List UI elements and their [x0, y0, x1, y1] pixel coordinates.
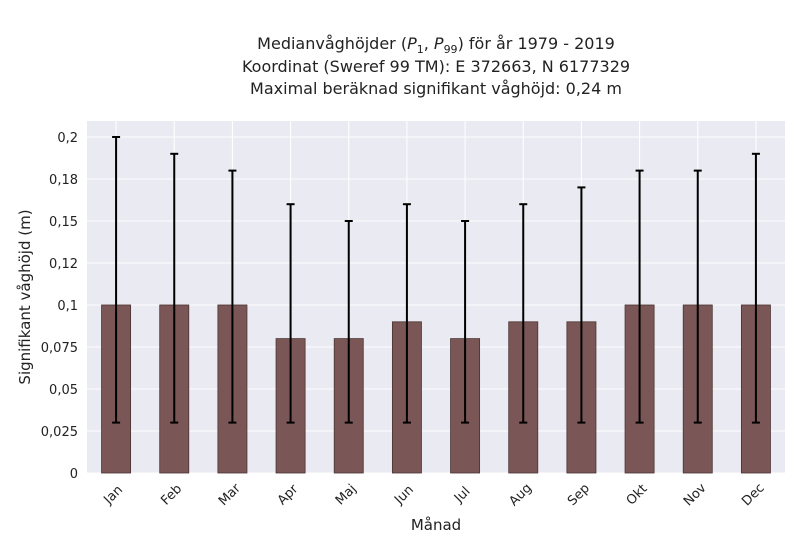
x-axis-label: Månad	[411, 516, 461, 534]
p1-symbol: P	[407, 34, 417, 53]
x-tick-label: Jun	[391, 483, 417, 509]
error-bar-jan	[112, 136, 121, 424]
chart-title-line-2: Koordinat (Sweref 99 TM): E 372663, N 61…	[241, 57, 631, 76]
p99-subscript: 99	[443, 43, 458, 56]
y-tick-label: 0,2	[57, 131, 78, 146]
error-bar-jul	[461, 220, 470, 424]
p99-symbol: P	[433, 34, 444, 53]
x-tick-label: Sep	[565, 481, 593, 509]
x-tick-label: Maj	[333, 482, 360, 509]
x-tick-label: Okt	[624, 482, 651, 509]
chart-title-line-3: Maximal beräknad signifikant våghöjd: 0,…	[250, 79, 622, 98]
p1-subscript: 1	[416, 43, 424, 56]
error-bar-maj	[344, 220, 353, 424]
y-tick-label: 0,05	[49, 383, 78, 398]
x-tick-label: Jan	[101, 483, 126, 508]
y-axis-label: Signifikant våghöjd (m)	[16, 209, 34, 384]
error-bar-dec	[751, 152, 760, 424]
x-tick-label: Apr	[275, 481, 302, 508]
x-tick-label: Aug	[506, 481, 535, 510]
y-tick-label: 0,15	[49, 215, 78, 230]
y-tick-label: 0,18	[49, 173, 78, 188]
error-bar-nov	[693, 169, 702, 424]
error-bar-jun	[402, 203, 411, 424]
y-tick-label: 0,1	[57, 299, 78, 314]
y-tick-label: 0,025	[41, 425, 78, 440]
x-tick-label: Jul	[451, 484, 473, 506]
error-bar-apr	[286, 203, 295, 424]
y-tick-label: 0	[70, 467, 78, 482]
x-tick-label: Nov	[681, 481, 710, 510]
x-tick-label: Feb	[158, 482, 185, 509]
y-tick-label: 0,075	[41, 341, 78, 356]
error-bar-aug	[519, 203, 528, 424]
x-tick-label: Mar	[216, 481, 244, 509]
error-bar-sep	[577, 186, 586, 424]
y-axis-ticks: 0 0,025 0,05 0,075 0,1 0,12 0,15 0,18 0,2	[41, 131, 78, 482]
error-bar-feb	[170, 152, 179, 424]
x-axis-ticks: Jan Feb Mar Apr Maj Jun Jul Aug Sep Okt Nov Dec	[101, 481, 768, 510]
error-bar-mar	[228, 169, 237, 424]
plot-area	[87, 121, 785, 473]
error-bars	[112, 136, 760, 424]
x-tick-label: Dec	[739, 481, 767, 509]
chart-title-line-1: Medianvåghöjder (P1, P99) för år 1979 - …	[257, 34, 615, 56]
y-tick-label: 0,12	[49, 257, 78, 272]
error-bar-okt	[635, 169, 644, 424]
